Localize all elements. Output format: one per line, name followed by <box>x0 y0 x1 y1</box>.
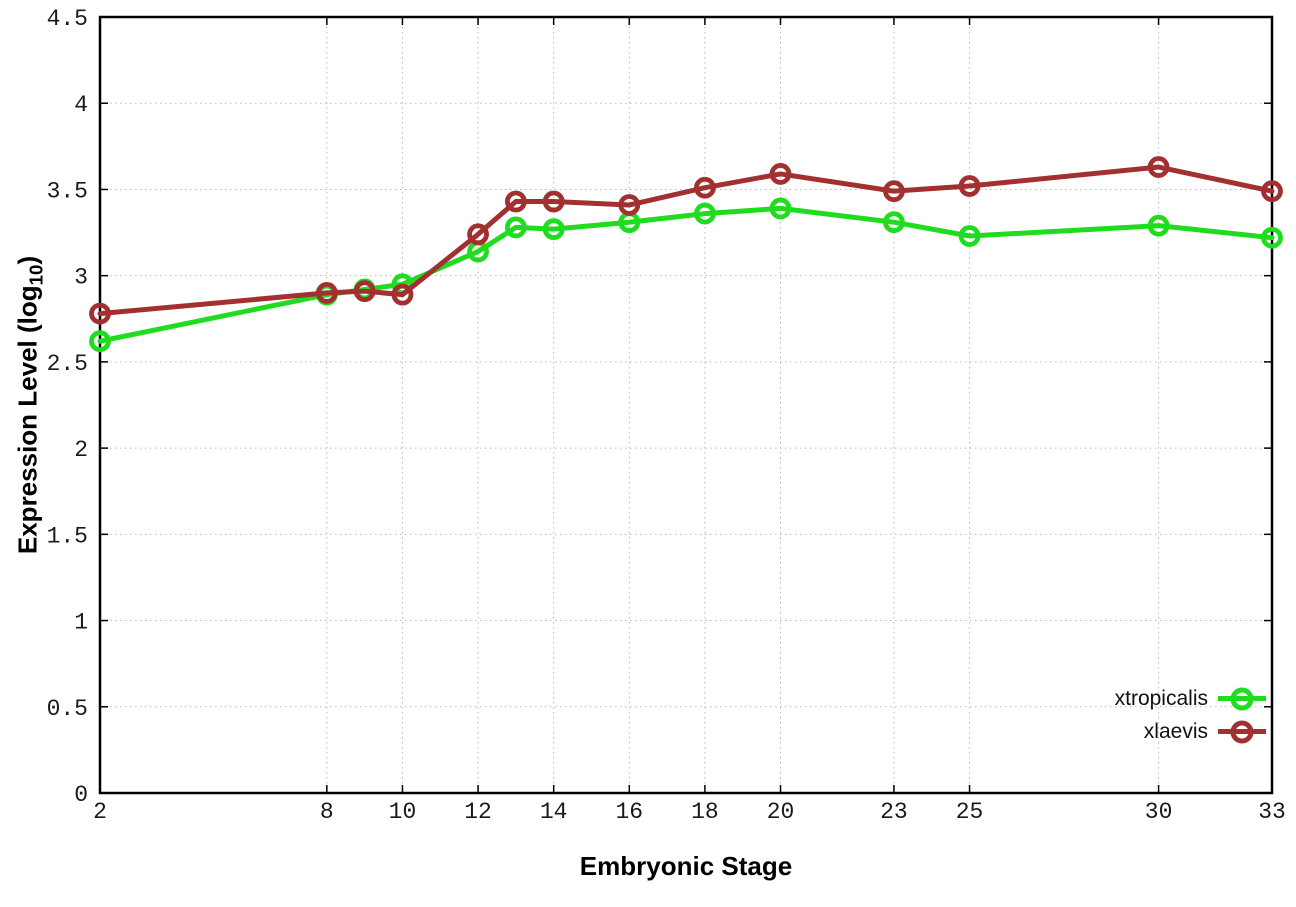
plot-border <box>98 15 1274 795</box>
data-point-xlaevis <box>694 176 716 199</box>
y-axis-title-text: Expression Level (log <box>12 285 43 555</box>
x-tick-label: 16 <box>615 799 643 825</box>
x-tick-label: 18 <box>691 799 719 825</box>
y-axis-title-suffix: ) <box>12 255 43 265</box>
x-tick-label: 8 <box>320 799 334 825</box>
x-tick-label: 12 <box>464 799 492 825</box>
data-point-xtropicalis <box>883 211 905 234</box>
x-tick-label: 30 <box>1145 799 1173 825</box>
data-point-xlaevis <box>1261 180 1283 203</box>
legend-point-icon <box>1230 720 1254 744</box>
series-line-xtropicalis <box>97 205 1275 344</box>
legend-item-xtropicalis: xtropicalis <box>1115 686 1266 712</box>
y-axis-title: Expression Level (log10) <box>12 256 47 554</box>
data-point-xtropicalis <box>1261 226 1283 249</box>
legend-marker-circle-icon <box>1218 719 1266 745</box>
data-point-xtropicalis <box>694 202 716 225</box>
data-point-xlaevis <box>315 282 338 304</box>
data-point-xtropicalis <box>1147 214 1170 237</box>
data-point-xlaevis <box>769 163 792 185</box>
y-tick-label: 4 <box>74 92 88 118</box>
y-tick-label: 0 <box>74 782 88 808</box>
y-tick-label: 4.5 <box>47 6 88 32</box>
data-point-xlaevis <box>391 283 414 306</box>
data-point-xtropicalis <box>542 218 565 241</box>
data-point-xtropicalis <box>769 197 792 220</box>
data-point-xlaevis <box>542 190 565 213</box>
data-point-xlaevis <box>89 302 111 325</box>
x-tick-label: 25 <box>956 799 984 825</box>
legend-marker-circle-icon <box>1218 686 1266 712</box>
y-tick-label: 1 <box>74 610 88 636</box>
y-tick-label: 0.5 <box>47 696 88 722</box>
legend-label-xtropicalis: xtropicalis <box>1114 687 1208 710</box>
legend-item-xlaevis: xlaevis <box>1144 719 1266 745</box>
y-tick-label: 3.5 <box>47 178 88 204</box>
data-point-xtropicalis <box>504 216 527 239</box>
y-axis-title-subscript: 10 <box>25 264 47 286</box>
data-point-xlaevis <box>1147 156 1170 178</box>
y-tick-label: 3 <box>74 265 88 291</box>
y-tick-label: 2 <box>74 437 88 463</box>
legend-label-xlaevis: xlaevis <box>1143 720 1208 743</box>
x-tick-label: 33 <box>1258 799 1286 825</box>
y-tick-label: 2.5 <box>47 351 88 377</box>
data-point-xlaevis <box>353 280 376 303</box>
data-point-xlaevis <box>618 194 641 216</box>
data-point-xlaevis <box>958 175 981 197</box>
data-point-xlaevis <box>467 223 489 246</box>
x-tick-label: 23 <box>880 799 908 825</box>
data-point-xlaevis <box>504 190 527 213</box>
data-point-xtropicalis <box>958 225 981 247</box>
data-point-xtropicalis <box>89 330 111 353</box>
x-tick-label: 20 <box>767 799 795 825</box>
legend-point-icon <box>1230 687 1254 711</box>
y-tick-label: 1.5 <box>47 523 88 549</box>
data-point-xlaevis <box>883 180 905 203</box>
x-tick-label: 10 <box>389 799 417 825</box>
x-tick-label: 2 <box>93 799 107 825</box>
x-axis-title: Embryonic Stage <box>579 851 793 881</box>
x-tick-label: 14 <box>540 799 568 825</box>
